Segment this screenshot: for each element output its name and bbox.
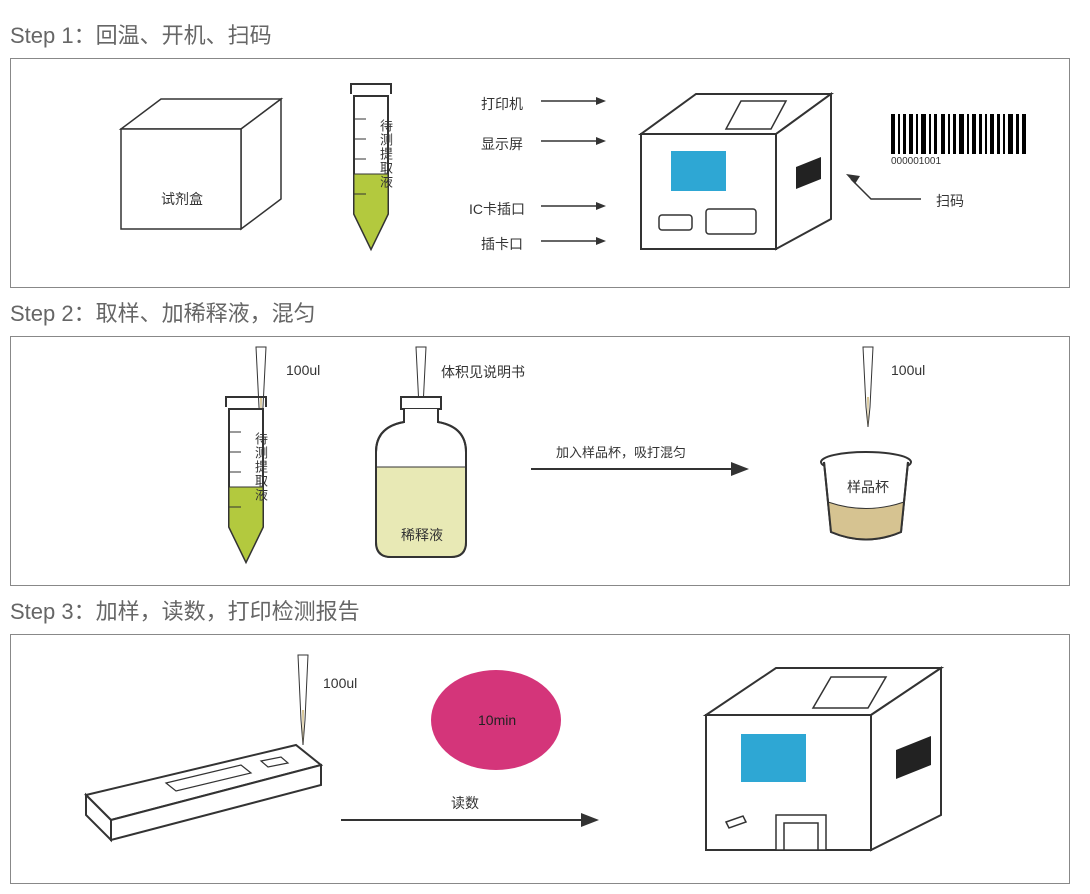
step2-bottle-label: 稀释液 (401, 525, 443, 545)
step1-device-icon (611, 79, 871, 279)
display-label: 显示屏 (481, 134, 523, 154)
step3-box: 100ul 10min 读数 (10, 634, 1070, 884)
scan-arrow (841, 164, 931, 214)
reagent-box-icon (101, 89, 301, 249)
step3-pipette-icon (283, 655, 323, 750)
step3-device-icon (671, 650, 991, 880)
step3-pipette-vol: 100ul (323, 675, 357, 691)
ic-slot-label: IC卡插口 (469, 199, 525, 219)
step2-arrow (531, 459, 751, 479)
step1-title: Step 1：回温、开机、扫码 (10, 18, 1080, 50)
reagent-box-label: 试剂盒 (161, 189, 203, 209)
step2-box: 100ul 待测提取液 体积见说明书 稀释液 加入样品杯，吸打混匀 100ul (10, 336, 1070, 586)
card-slot-label: 插卡口 (481, 234, 523, 254)
step2-pipette2-vol: 100ul (891, 362, 925, 378)
step2-bottle-pipette-label: 体积见说明书 (441, 362, 525, 382)
step2-pipette1-vol: 100ul (286, 362, 320, 378)
sample-cup-icon (816, 447, 916, 547)
scan-label: 扫码 (936, 191, 964, 211)
step2-pipette2-icon (848, 347, 888, 432)
sample-cup-label: 样品杯 (847, 477, 889, 497)
printer-label: 打印机 (481, 94, 523, 114)
step3-title: Step 3：加样，读数，打印检测报告 (10, 594, 1080, 626)
step2-title: Step 2：取样、加稀释液，混匀 (10, 296, 1080, 328)
step1-tube-label: 待测提取液 (376, 119, 395, 189)
step1-box: 试剂盒 待测提取液 打印机 显示屏 IC卡插口 插卡口 (10, 58, 1070, 288)
step2-tube-label: 待测提取液 (251, 432, 270, 502)
step3-arrow (341, 810, 601, 830)
timer-label: 10min (478, 712, 516, 728)
